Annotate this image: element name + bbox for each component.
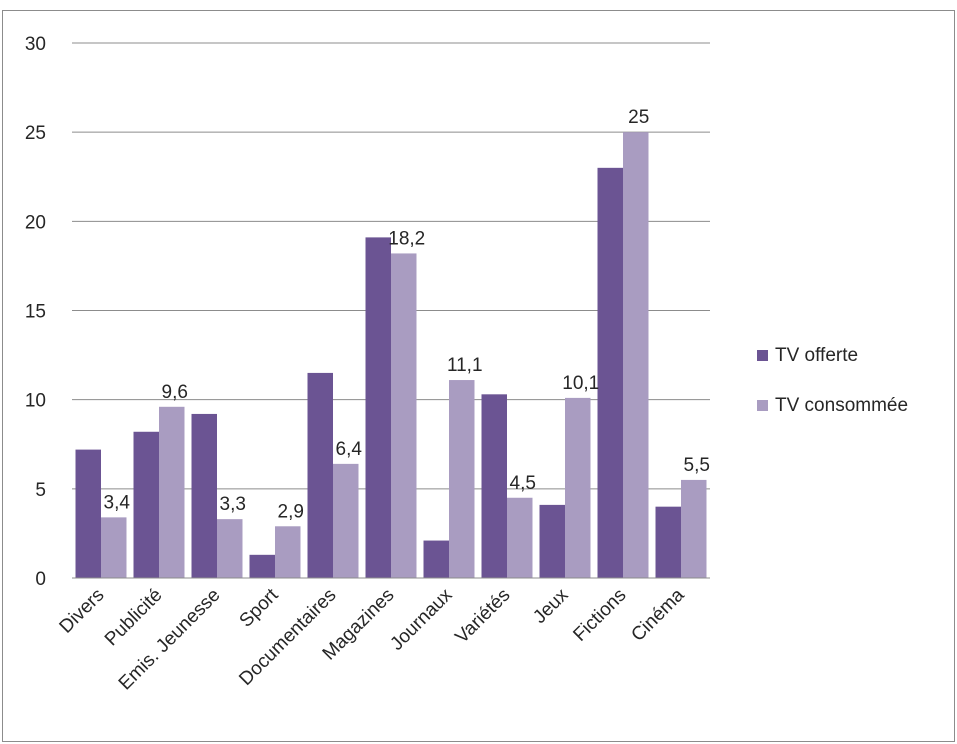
legend-swatch [757, 350, 768, 361]
legend: TV offerte TV consommée [757, 345, 908, 416]
legend-swatch [757, 400, 768, 411]
x-tick-label: Emis. Jeunesse [115, 585, 225, 695]
bar-tv-offerte [539, 504, 565, 578]
bar-tv-consommee [275, 526, 301, 578]
bar-tv-offerte [365, 237, 391, 578]
data-label: 10,1 [562, 373, 599, 394]
bar-tv-offerte [75, 449, 101, 578]
data-label: 2,9 [278, 501, 304, 522]
bar-tv-offerte [307, 372, 333, 578]
bar-tv-offerte [249, 554, 275, 578]
bar-tv-offerte [655, 506, 681, 578]
bar-tv-offerte [133, 431, 159, 578]
x-tick-label: Variétés [451, 585, 514, 648]
data-label: 9,6 [162, 382, 188, 403]
bar-tv-offerte [597, 167, 623, 579]
data-labels: 3,4 9,6 3,3 2,9 6,4 18,2 11,1 4,5 10,1 25 5,5 [104, 107, 710, 522]
y-tick-label: 25 [25, 123, 46, 144]
x-tick-label: Jeux [529, 584, 573, 628]
bar-tv-consommee [507, 497, 533, 578]
y-tick-label: 5 [35, 480, 46, 501]
data-label: 5,5 [684, 455, 710, 476]
bars [72, 132, 710, 579]
data-label: 3,3 [220, 494, 246, 515]
y-axis-tick-labels: 0 5 10 15 20 25 30 [25, 34, 46, 590]
data-label: 6,4 [336, 439, 363, 460]
x-tick-label: Journaux [386, 584, 456, 654]
bar-tv-consommee [681, 479, 707, 578]
bar-tv-consommee [217, 519, 243, 578]
data-label: 25 [628, 107, 649, 128]
y-tick-label: 20 [25, 212, 46, 233]
bar-tv-consommee [333, 463, 359, 578]
x-tick-label: Cinéma [627, 584, 688, 645]
x-tick-label: Divers [56, 585, 109, 638]
bar-tv-offerte [191, 413, 217, 578]
y-tick-label: 0 [35, 569, 46, 590]
bar-tv-offerte [423, 540, 449, 578]
legend-label: TV offerte [775, 345, 858, 366]
data-label: 11,1 [447, 355, 483, 376]
bar-tv-consommee [391, 253, 417, 578]
x-tick-label: Sport [236, 584, 283, 631]
bar-tv-offerte [481, 394, 507, 578]
y-tick-label: 10 [25, 391, 46, 412]
bar-tv-consommee [101, 517, 127, 578]
data-label: 3,4 [104, 492, 131, 513]
x-tick-label: Fictions [569, 585, 630, 646]
bar-tv-consommee [449, 380, 475, 578]
data-label: 18,2 [388, 228, 425, 249]
y-tick-label: 30 [25, 34, 46, 55]
bar-tv-consommee [159, 406, 185, 578]
bar-tv-consommee [623, 132, 649, 578]
bar-tv-consommee [565, 397, 591, 578]
legend-label: TV consommée [775, 395, 908, 416]
y-tick-label: 15 [25, 302, 46, 323]
data-label: 4,5 [510, 473, 536, 494]
